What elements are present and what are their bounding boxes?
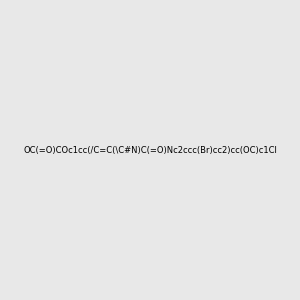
Text: OC(=O)COc1cc(/C=C(\C#N)C(=O)Nc2ccc(Br)cc2)cc(OC)c1Cl: OC(=O)COc1cc(/C=C(\C#N)C(=O)Nc2ccc(Br)cc… xyxy=(23,146,277,154)
